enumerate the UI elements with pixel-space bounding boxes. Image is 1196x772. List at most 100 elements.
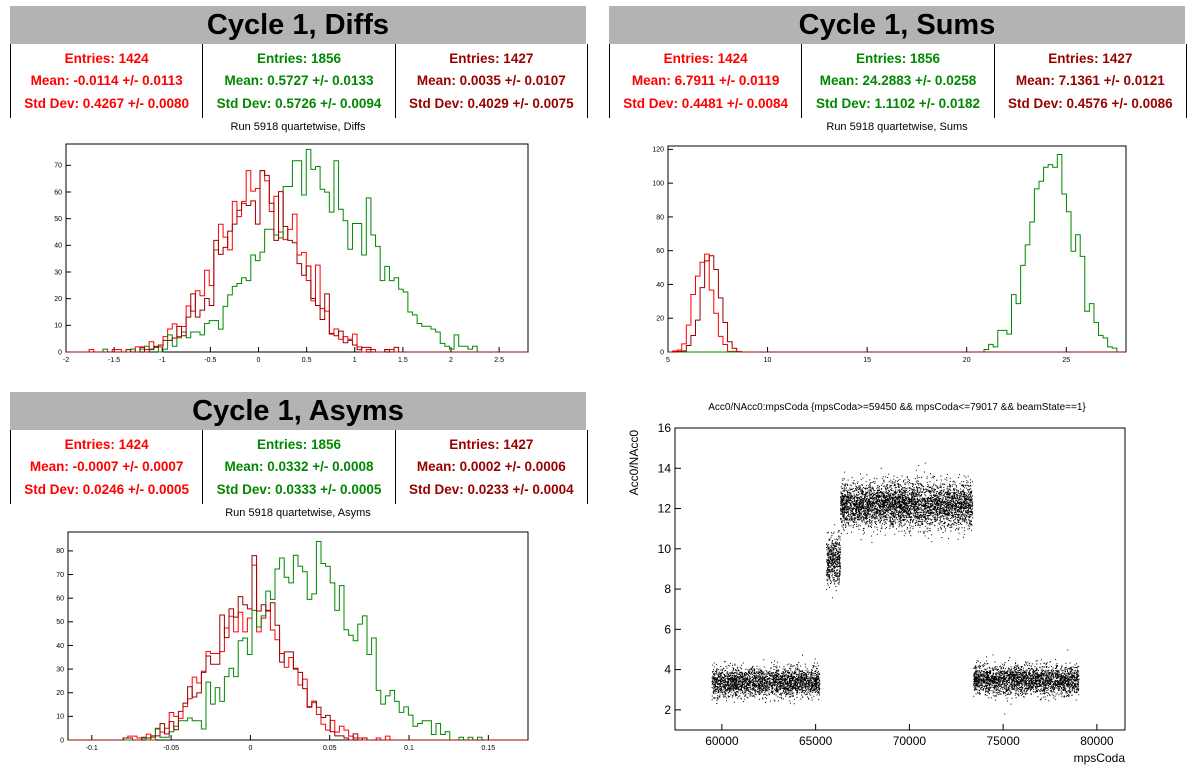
histogram-series-1 <box>66 148 528 353</box>
y-tick-label: 120 <box>652 147 664 154</box>
histogram-series-2 <box>68 555 528 741</box>
scatter-title: Acc0/NAcc0:mpsCoda {mpsCoda>=59450 && mp… <box>708 402 1086 413</box>
x-tick-label: 0.15 <box>482 745 496 752</box>
mpscoda-scatter-plot: 60000 65000 70000 75000 80000 2 4 6 8 10 12 14 16 Acc… <box>627 421 1126 765</box>
y-axis-label: Acc0/NAcc0 <box>627 430 641 496</box>
y-tick-label: 70 <box>54 163 62 170</box>
y-tick-label: 40 <box>56 643 64 650</box>
stat-std: Std Dev: 0.4029 +/- 0.0075 <box>408 96 574 112</box>
asyms-stats-darkred: Entries: 1427 Mean: 0.0002 +/- 0.0006 St… <box>396 430 587 504</box>
stat-std: Std Dev: 0.4267 +/- 0.0080 <box>24 96 190 112</box>
stat-entries: Entries: 1856 <box>256 436 342 452</box>
x-tick-label: 70000 <box>893 734 927 748</box>
diffs-subtitle: Run 5918 quartetwise, Diffs <box>230 121 366 133</box>
x-tick-label: 2 <box>449 357 453 364</box>
y-tick-label: 20 <box>56 690 64 697</box>
y-tick-label: 30 <box>56 666 64 673</box>
y-tick-label: 60 <box>56 596 64 603</box>
stat-mean: Mean: 0.5727 +/- 0.0133 <box>224 73 374 89</box>
x-tick-label: -2 <box>63 357 69 364</box>
x-tick-label: -1 <box>159 357 165 364</box>
stat-std: Std Dev: 1.1102 +/- 0.0182 <box>816 96 980 112</box>
x-tick-label: 60000 <box>705 734 739 748</box>
stat-mean: Mean: 24.2883 +/- 0.0258 <box>819 73 977 89</box>
x-tick-label: -0.1 <box>86 745 98 752</box>
y-tick-label: 10 <box>56 714 64 721</box>
y-tick-label: 14 <box>658 461 672 475</box>
diffs-title: Cycle 1, Diffs <box>10 6 586 44</box>
x-tick-label: -0.5 <box>204 357 216 364</box>
x-tick-label: 10 <box>764 357 772 364</box>
y-tick-label: 20 <box>656 316 664 323</box>
x-tick-label: 15 <box>863 357 871 364</box>
y-tick-label: 40 <box>656 282 664 289</box>
histogram-series-2 <box>668 255 1126 353</box>
plot-frame <box>674 427 1126 731</box>
histogram-series-0 <box>68 564 528 741</box>
histogram-series-2 <box>66 170 528 353</box>
stat-entries: Entries: 1427 <box>1048 50 1133 66</box>
y-tick-label: 20 <box>54 296 62 303</box>
y-tick-label: 50 <box>54 216 62 223</box>
y-tick-label: 12 <box>658 502 672 516</box>
stat-mean: Mean: 6.7911 +/- 0.0119 <box>631 73 780 89</box>
x-tick-label: 0 <box>248 745 252 752</box>
stat-mean: Mean: -0.0007 +/- 0.0007 <box>29 459 184 475</box>
y-tick-label: 80 <box>656 214 664 221</box>
sums-stats-red: Entries: 1424 Mean: 6.7911 +/- 0.0119 St… <box>610 44 803 118</box>
y-tick-label: 70 <box>56 572 64 579</box>
plot-frame <box>667 145 1127 353</box>
x-tick-label: -0.05 <box>163 745 179 752</box>
x-tick-label: 1 <box>353 357 357 364</box>
asyms-stats-green: Entries: 1856 Mean: 0.0332 +/- 0.0008 St… <box>203 430 396 504</box>
sums-stats-box: Entries: 1424 Mean: 6.7911 +/- 0.0119 St… <box>609 44 1187 118</box>
stat-entries: Entries: 1427 <box>449 50 534 66</box>
x-axis-label: mpsCoda <box>1074 751 1126 765</box>
x-tick-label: 0.05 <box>323 745 337 752</box>
stat-entries: Entries: 1856 <box>855 50 941 66</box>
diffs-stats-box: Entries: 1424 Mean: -0.0114 +/- 0.0113 S… <box>10 44 588 118</box>
x-tick-label: 1.5 <box>398 357 408 364</box>
asyms-stats-box: Entries: 1424 Mean: -0.0007 +/- 0.0007 S… <box>10 430 588 504</box>
diffs-stats-red: Entries: 1424 Mean: -0.0114 +/- 0.0113 S… <box>11 44 204 118</box>
y-tick-label: 60 <box>656 248 664 255</box>
y-tick-label: 80 <box>56 548 64 555</box>
stat-std: Std Dev: 0.4576 +/- 0.0086 <box>1007 96 1173 112</box>
stat-entries: Entries: 1427 <box>449 436 534 452</box>
stat-std: Std Dev: 0.0233 +/- 0.0004 <box>408 482 574 498</box>
stat-entries: Entries: 1424 <box>663 50 748 66</box>
y-tick-label: 0 <box>660 349 664 356</box>
y-tick-label: 40 <box>54 243 62 250</box>
y-tick-label: 8 <box>664 582 671 596</box>
sums-stats-green: Entries: 1856 Mean: 24.2883 +/- 0.0258 S… <box>802 44 995 118</box>
x-tick-label: 0.1 <box>404 745 414 752</box>
diffs-stats-darkred: Entries: 1427 Mean: 0.0035 +/- 0.0107 St… <box>396 44 587 118</box>
diffs-histogram: -2 -1.5 -1 -0.5 0 0.5 1 1.5 2 2.5 0 10 20 30 40 50 60 70 <box>54 143 529 364</box>
plot-frame <box>67 531 529 741</box>
sums-histogram: 5 10 15 20 25 0 20 40 60 80 100 120 <box>652 145 1127 364</box>
scatter-cluster-1 <box>825 524 841 599</box>
x-tick-label: 0.5 <box>302 357 312 364</box>
stat-mean: Mean: -0.0114 +/- 0.0113 <box>30 73 183 89</box>
x-tick-label: -1.5 <box>108 357 120 364</box>
stat-mean: Mean: 0.0332 +/- 0.0008 <box>224 459 374 475</box>
stat-std: Std Dev: 0.5726 +/- 0.0094 <box>216 96 382 112</box>
y-tick-label: 0 <box>60 737 64 744</box>
x-tick-label: 5 <box>666 357 670 364</box>
histogram-series-1 <box>68 540 528 741</box>
asyms-histogram: -0.1 -0.05 0 0.05 0.1 0.15 0 10 20 30 40 50 60 70 80 <box>56 531 529 752</box>
asyms-stats-red: Entries: 1424 Mean: -0.0007 +/- 0.0007 S… <box>11 430 204 504</box>
x-tick-label: 25 <box>1062 357 1070 364</box>
stat-mean: Mean: 0.0002 +/- 0.0006 <box>416 459 566 475</box>
y-tick-label: 10 <box>658 542 672 556</box>
stat-std: Std Dev: 0.0333 +/- 0.0005 <box>216 482 382 498</box>
y-tick-label: 50 <box>56 619 64 626</box>
scatter-cluster-0 <box>711 654 821 705</box>
stat-entries: Entries: 1856 <box>256 50 342 66</box>
y-tick-label: 2 <box>664 703 671 717</box>
histogram-series-0 <box>668 253 1126 353</box>
y-tick-label: 4 <box>664 663 671 677</box>
sums-title: Cycle 1, Sums <box>609 6 1185 44</box>
sums-subtitle: Run 5918 quartetwise, Sums <box>826 121 968 133</box>
asyms-subtitle: Run 5918 quartetwise, Asyms <box>225 507 371 519</box>
